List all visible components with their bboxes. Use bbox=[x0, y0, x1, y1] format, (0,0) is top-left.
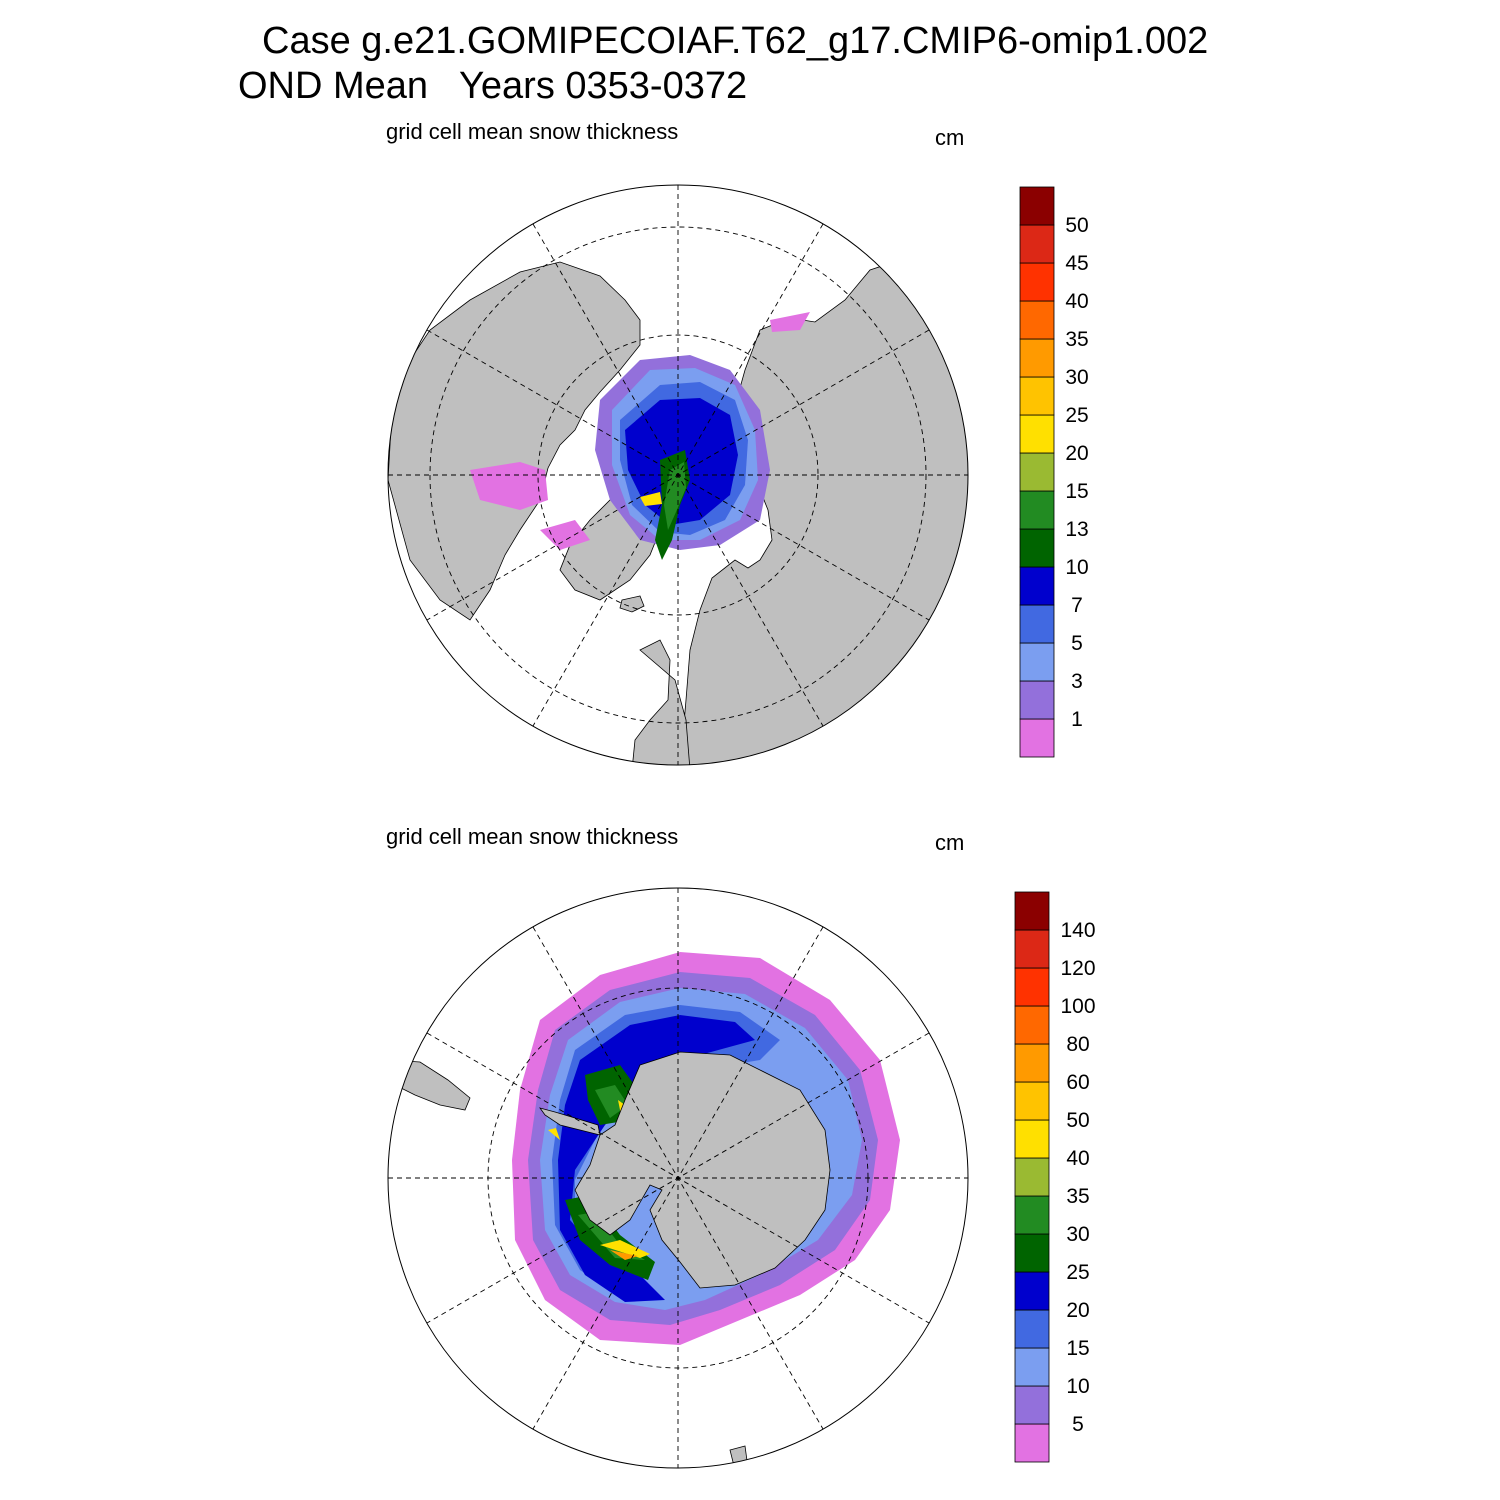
nh-colorbar-tick-label: 40 bbox=[1065, 290, 1088, 313]
sh-colorbar-box bbox=[1014, 1385, 1050, 1425]
sh-snow-darkgreen bbox=[565, 1065, 655, 1280]
nh-colorbar-box bbox=[1019, 490, 1055, 530]
sh-colorbar-tick-label: 10 bbox=[1066, 1375, 1089, 1398]
nh-colorbar-tick-label: 7 bbox=[1071, 594, 1083, 617]
nh-colorbar-tick-label: 13 bbox=[1065, 518, 1088, 541]
sh-colorbar-tick-label: 35 bbox=[1066, 1185, 1089, 1208]
sh-colorbar: 5 10 15 20 25 30 35 40 50 60 80 100 120 140 bbox=[1014, 891, 1096, 1463]
nh-map-border bbox=[387, 184, 969, 766]
nh-colorbar-box bbox=[1019, 186, 1055, 226]
sh-africa-land bbox=[729, 1445, 749, 1468]
nh-colorbar-tick-label: 20 bbox=[1065, 442, 1088, 465]
nh-polar-map bbox=[387, 184, 969, 766]
nh-colorbar-box bbox=[1019, 452, 1055, 492]
sh-colorbar-box bbox=[1014, 1043, 1050, 1083]
nh-colorbar-tick-label: 25 bbox=[1065, 404, 1088, 427]
nh-panel-title: grid cell mean snow thickness bbox=[386, 119, 679, 144]
sh-colorbar-box bbox=[1014, 967, 1050, 1007]
nh-colorbar-tick-label: 15 bbox=[1065, 480, 1088, 503]
nh-europe-land bbox=[631, 639, 691, 765]
nh-colorbar-box bbox=[1019, 414, 1055, 454]
sh-antarctic-peninsula-land bbox=[539, 1107, 601, 1136]
nh-colorbar-box bbox=[1019, 680, 1055, 720]
sh-colorbar-tick-label: 40 bbox=[1066, 1147, 1089, 1170]
sh-colorbar-tick-label: 60 bbox=[1066, 1071, 1089, 1094]
sh-snow-orange bbox=[610, 1250, 638, 1260]
sh-panel-title: grid cell mean snow thickness bbox=[386, 824, 679, 849]
nh-colorbar-box bbox=[1019, 566, 1055, 606]
sh-map-border bbox=[387, 887, 969, 1469]
nh-iceland-land bbox=[619, 595, 645, 613]
sh-colorbar-box bbox=[1014, 1423, 1050, 1463]
nh-colorbar-box bbox=[1019, 224, 1055, 264]
sh-colorbar-tick-label: 80 bbox=[1066, 1033, 1089, 1056]
sh-colorbar-box bbox=[1014, 1347, 1050, 1387]
sh-colorbar-tick-label: 20 bbox=[1066, 1299, 1089, 1322]
nh-colorbar-tick-label: 30 bbox=[1065, 366, 1088, 389]
sh-units-label: cm bbox=[935, 830, 965, 855]
nh-north-america-land bbox=[388, 261, 641, 621]
sh-colorbar-box bbox=[1014, 1005, 1050, 1045]
nh-colorbar-box bbox=[1019, 528, 1055, 568]
nh-graticule bbox=[388, 185, 968, 765]
season-years-title: OND Mean Years 0353-0372 bbox=[238, 65, 748, 107]
sh-colorbar-tick-label: 100 bbox=[1060, 995, 1095, 1018]
sh-colorbar-box bbox=[1014, 1081, 1050, 1121]
nh-colorbar-tick-label: 10 bbox=[1065, 556, 1088, 579]
sh-colorbar-tick-label: 25 bbox=[1066, 1261, 1089, 1284]
sh-colorbar-tick-label: 120 bbox=[1060, 957, 1095, 980]
sh-colorbar-box bbox=[1014, 929, 1050, 969]
nh-colorbar-tick-label: 35 bbox=[1065, 328, 1088, 351]
nh-snow-green bbox=[664, 462, 686, 530]
nh-colorbar-box bbox=[1019, 300, 1055, 340]
nh-units-label: cm bbox=[935, 125, 965, 150]
nh-colorbar-box bbox=[1019, 642, 1055, 682]
nh-colorbar-tick-label: 45 bbox=[1065, 252, 1088, 275]
sh-colorbar-box bbox=[1014, 1271, 1050, 1311]
nh-colorbar-tick-label: 3 bbox=[1071, 670, 1083, 693]
nh-colorbar-tick-label: 1 bbox=[1071, 708, 1083, 731]
nh-snow-yellow bbox=[640, 492, 662, 506]
sh-colorbar-box bbox=[1014, 1119, 1050, 1159]
sh-polar-map bbox=[387, 887, 969, 1469]
sh-colorbar-tick-label: 15 bbox=[1066, 1337, 1089, 1360]
sh-colorbar-box bbox=[1014, 1157, 1050, 1197]
nh-colorbar-box bbox=[1019, 376, 1055, 416]
sh-colorbar-box bbox=[1014, 891, 1050, 931]
sh-colorbar-tick-label: 5 bbox=[1072, 1413, 1084, 1436]
case-title: Case g.e21.GOMIPECOIAF.T62_g17.CMIP6-omi… bbox=[262, 20, 1209, 62]
sh-colorbar-box bbox=[1014, 1309, 1050, 1349]
nh-colorbar-box bbox=[1019, 338, 1055, 378]
sh-colorbar-box bbox=[1014, 1195, 1050, 1235]
sh-colorbar-tick-label: 50 bbox=[1066, 1109, 1089, 1132]
nh-colorbar-tick-label: 50 bbox=[1065, 214, 1088, 237]
nh-colorbar-box bbox=[1019, 262, 1055, 302]
sh-colorbar-tick-label: 30 bbox=[1066, 1223, 1089, 1246]
sh-graticule bbox=[388, 888, 968, 1468]
sh-colorbar-tick-label: 140 bbox=[1060, 919, 1095, 942]
nh-colorbar-box bbox=[1019, 604, 1055, 644]
sh-colorbar-box bbox=[1014, 1233, 1050, 1273]
nh-colorbar-tick-label: 5 bbox=[1071, 632, 1083, 655]
nh-colorbar-box bbox=[1019, 718, 1055, 758]
